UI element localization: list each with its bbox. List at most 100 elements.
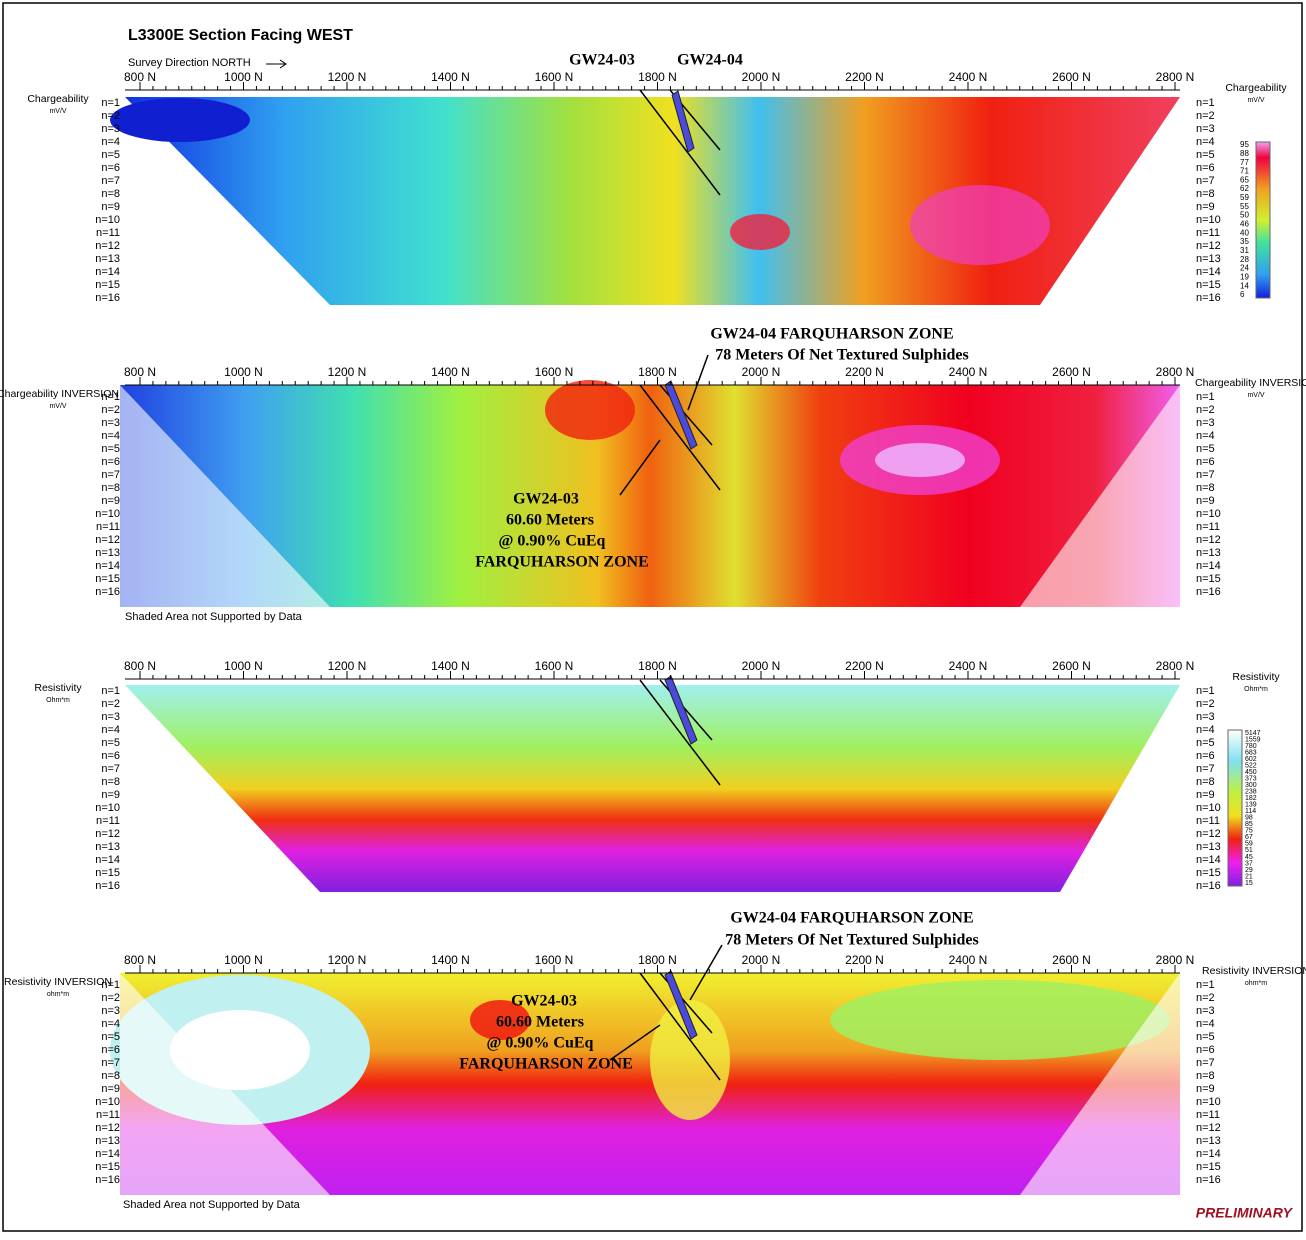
station-label: 800 N bbox=[124, 659, 156, 673]
n-level: n=8 bbox=[101, 776, 120, 788]
scale-label: 65 bbox=[1240, 175, 1249, 184]
n-level: n=8 bbox=[1196, 776, 1215, 788]
scale-label: 46 bbox=[1240, 220, 1249, 229]
n-level: n=9 bbox=[1196, 789, 1215, 801]
station-label: 2200 N bbox=[845, 365, 884, 379]
n-level: n=10 bbox=[95, 508, 120, 520]
n-level: n=1 bbox=[101, 685, 120, 697]
scale-label: 95 bbox=[1240, 140, 1249, 149]
scale-label: 19 bbox=[1240, 272, 1249, 281]
n-level: n=2 bbox=[1196, 698, 1215, 710]
station-label: 2800 N bbox=[1156, 953, 1195, 967]
annotation: 78 Meters Of Net Textured Sulphides bbox=[725, 932, 978, 949]
n-level: n=7 bbox=[1196, 1057, 1215, 1069]
n-level: n=12 bbox=[95, 240, 120, 252]
n-level: n=10 bbox=[95, 802, 120, 814]
station-label: 800 N bbox=[124, 365, 156, 379]
n-level: n=13 bbox=[95, 841, 120, 853]
annotation: GW24-04 FARQUHARSON ZONE bbox=[730, 910, 973, 927]
n-level: n=4 bbox=[101, 724, 120, 736]
pseudosection-fill bbox=[125, 97, 1180, 305]
n-level: n=14 bbox=[95, 1148, 120, 1160]
n-level: n=3 bbox=[101, 711, 120, 723]
n-level: n=7 bbox=[101, 175, 120, 187]
n-level: n=3 bbox=[1196, 417, 1215, 429]
left-unit: Ohm*m bbox=[46, 697, 70, 704]
scale-label: 1559 bbox=[1245, 736, 1261, 743]
n-level: n=5 bbox=[1196, 737, 1215, 749]
station-label: 1000 N bbox=[224, 365, 263, 379]
right-unit: mV/V bbox=[1247, 392, 1264, 399]
n-level: n=9 bbox=[1196, 495, 1215, 507]
n-level: n=6 bbox=[1196, 456, 1215, 468]
n-level: n=13 bbox=[95, 253, 120, 265]
n-level: n=10 bbox=[1196, 508, 1221, 520]
station-label: 1600 N bbox=[535, 659, 574, 673]
station-label: 2000 N bbox=[742, 365, 781, 379]
n-level: n=8 bbox=[101, 1070, 120, 1082]
station-label: 1400 N bbox=[431, 70, 470, 84]
n-level: n=15 bbox=[1196, 1161, 1221, 1173]
n-level: n=14 bbox=[1196, 1148, 1221, 1160]
scale-label: 6 bbox=[1240, 290, 1245, 299]
n-level: n=2 bbox=[1196, 110, 1215, 122]
n-level: n=1 bbox=[1196, 97, 1215, 109]
n-level: n=16 bbox=[95, 586, 120, 598]
station-label: 2800 N bbox=[1156, 659, 1195, 673]
station-label: 2800 N bbox=[1156, 70, 1195, 84]
n-level: n=1 bbox=[1196, 685, 1215, 697]
station-label: 2200 N bbox=[845, 659, 884, 673]
scale-label: 71 bbox=[1240, 167, 1249, 176]
n-level: n=6 bbox=[1196, 162, 1215, 174]
station-label: 1000 N bbox=[224, 659, 263, 673]
station-label: 1800 N bbox=[638, 659, 677, 673]
n-level: n=4 bbox=[1196, 724, 1215, 736]
n-level: n=11 bbox=[96, 815, 120, 827]
n-level: n=10 bbox=[95, 214, 120, 226]
anomalies bbox=[110, 98, 1050, 265]
n-level: n=5 bbox=[1196, 149, 1215, 161]
right-unit: Ohm*m bbox=[1244, 686, 1268, 693]
left-unit: ohm*m bbox=[47, 991, 69, 998]
n-level: n=1 bbox=[101, 97, 120, 109]
n-level: n=6 bbox=[101, 456, 120, 468]
n-level: n=3 bbox=[1196, 1005, 1215, 1017]
n-level: n=16 bbox=[95, 880, 120, 892]
well-label: GW24-04 bbox=[677, 52, 743, 69]
n-level: n=7 bbox=[1196, 469, 1215, 481]
scale-label: 238 bbox=[1245, 789, 1257, 796]
n-level: n=16 bbox=[1196, 586, 1221, 598]
station-label: 1200 N bbox=[328, 70, 367, 84]
scale-label: 15 bbox=[1245, 880, 1253, 887]
survey-direction: Survey Direction NORTH bbox=[128, 57, 251, 69]
scale-label: 55 bbox=[1240, 202, 1249, 211]
right-label: Chargeability INVERSION bbox=[1195, 377, 1306, 389]
station-label: 2400 N bbox=[949, 659, 988, 673]
station-label: 1000 N bbox=[224, 70, 263, 84]
n-level: n=13 bbox=[1196, 547, 1221, 559]
n-level: n=1 bbox=[101, 391, 120, 403]
scale-label: 139 bbox=[1245, 802, 1257, 809]
n-level: n=7 bbox=[1196, 763, 1215, 775]
n-level: n=4 bbox=[1196, 1018, 1215, 1030]
n-level: n=3 bbox=[101, 417, 120, 429]
annotation: GW24-04 FARQUHARSON ZONE bbox=[710, 326, 953, 343]
n-level: n=15 bbox=[1196, 573, 1221, 585]
n-level: n=10 bbox=[95, 1096, 120, 1108]
n-level: n=9 bbox=[101, 495, 120, 507]
n-level: n=2 bbox=[101, 698, 120, 710]
scale-label: 5147 bbox=[1245, 730, 1261, 737]
scale-label: 450 bbox=[1245, 769, 1257, 776]
scale-label: 35 bbox=[1240, 237, 1249, 246]
station-label: 2000 N bbox=[742, 70, 781, 84]
right-label: Resistivity INVERSION bbox=[1202, 965, 1306, 977]
n-level: n=15 bbox=[1196, 867, 1221, 879]
n-level: n=3 bbox=[1196, 123, 1215, 135]
n-level: n=8 bbox=[101, 188, 120, 200]
n-level: n=8 bbox=[101, 482, 120, 494]
annotation: GW24-03 bbox=[511, 993, 577, 1010]
anomalies bbox=[545, 380, 1000, 495]
n-level: n=12 bbox=[1196, 534, 1221, 546]
